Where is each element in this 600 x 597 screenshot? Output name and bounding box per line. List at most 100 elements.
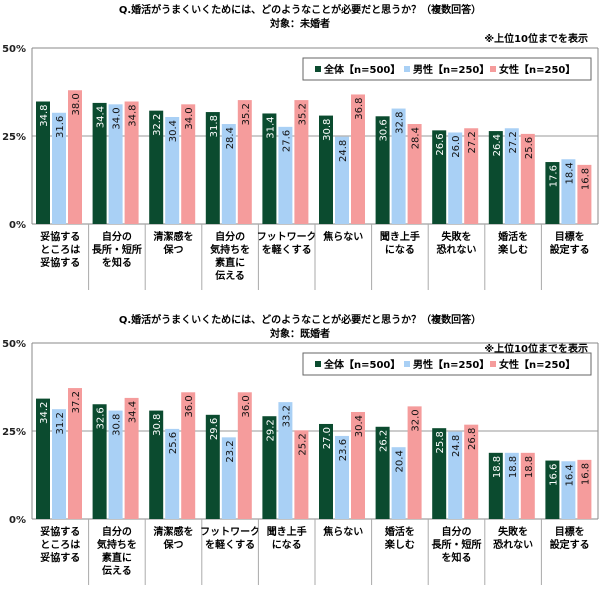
y-tick-label: 50% bbox=[2, 44, 26, 55]
data-label: 36.0 bbox=[241, 395, 252, 417]
x-tick-label: 長所・短所 bbox=[92, 243, 142, 256]
x-tick-label: 清潔感を bbox=[154, 525, 194, 538]
x-tick-label: 伝える bbox=[102, 564, 132, 577]
x-tick-label: 素直に bbox=[102, 551, 132, 564]
bar bbox=[464, 128, 479, 224]
bar bbox=[351, 94, 365, 225]
bar bbox=[124, 397, 139, 519]
bar bbox=[577, 459, 592, 519]
x-tick-label: 焦らない bbox=[322, 230, 363, 243]
x-tick-label: を軽くする bbox=[262, 243, 312, 256]
bar bbox=[488, 452, 503, 519]
bar bbox=[52, 409, 66, 519]
data-label: 20.4 bbox=[395, 450, 406, 472]
x-tick-label: 恐れない bbox=[493, 539, 533, 551]
bar bbox=[319, 423, 333, 519]
bar bbox=[108, 410, 123, 519]
bar bbox=[432, 130, 447, 224]
x-tick-label: 焦らない bbox=[322, 525, 363, 538]
data-label: 26.6 bbox=[435, 133, 446, 155]
chart-note: ※上位10位までを表示 bbox=[484, 342, 588, 355]
bar-group: 32.6 30.8 34.4 bbox=[92, 397, 139, 519]
bar bbox=[464, 424, 479, 519]
data-label: 23.6 bbox=[338, 439, 349, 461]
bar-group: 29.2 33.2 25.2 bbox=[262, 402, 309, 519]
data-label: 18.4 bbox=[564, 162, 575, 184]
data-label: 30.8 bbox=[112, 414, 123, 436]
bar bbox=[221, 124, 236, 224]
data-label: 34.0 bbox=[112, 107, 123, 129]
chart-note: ※上位10位までを表示 bbox=[484, 32, 588, 45]
x-tick-label: 清潔感を bbox=[154, 230, 194, 243]
data-label: 31.6 bbox=[55, 116, 66, 138]
y-tick-label: 0% bbox=[9, 220, 26, 231]
bar bbox=[520, 452, 535, 519]
data-label: 34.8 bbox=[128, 105, 139, 127]
x-tick-label: 長所・短所 bbox=[432, 538, 482, 551]
bar bbox=[448, 132, 463, 224]
data-label: 33.2 bbox=[281, 405, 292, 427]
data-label: 30.8 bbox=[152, 414, 163, 436]
chart-subtitle: 対象：既婚者 bbox=[269, 327, 330, 340]
data-label: 31.2 bbox=[55, 412, 66, 434]
data-label: 31.4 bbox=[265, 116, 276, 138]
x-tick-label: 恐れない bbox=[437, 244, 477, 256]
legend-label: 全体【n=500】 bbox=[323, 63, 400, 76]
bar bbox=[149, 410, 164, 519]
data-label: 28.4 bbox=[225, 127, 236, 149]
bar-group: 18.8 18.8 18.8 bbox=[488, 452, 535, 519]
bar bbox=[36, 398, 50, 519]
data-label: 23.2 bbox=[225, 440, 236, 462]
legend: 全体【n=500】 男性【n=250】 女性【n=250】 bbox=[302, 352, 592, 376]
bar-group: 31.4 27.6 35.2 bbox=[262, 100, 309, 224]
data-label: 26.8 bbox=[467, 428, 478, 450]
bar bbox=[149, 110, 164, 224]
data-label: 32.6 bbox=[96, 407, 107, 429]
data-label: 37.2 bbox=[71, 391, 82, 413]
legend: 全体【n=500】 男性【n=250】 女性【n=250】 bbox=[302, 57, 592, 81]
bar-group: 30.6 32.8 28.4 bbox=[375, 108, 422, 224]
x-tick-label: 目標を bbox=[555, 525, 585, 538]
bar bbox=[294, 100, 309, 224]
bar-group: 29.6 23.2 36.0 bbox=[205, 392, 252, 519]
data-label: 16.6 bbox=[548, 464, 559, 486]
data-label: 24.8 bbox=[451, 435, 462, 457]
x-tick-label: を知る bbox=[442, 551, 472, 564]
legend-swatch bbox=[315, 361, 321, 367]
bar bbox=[432, 428, 447, 519]
x-tick-label: 楽しむ bbox=[497, 243, 528, 256]
bar bbox=[262, 416, 277, 519]
bar bbox=[108, 104, 123, 224]
data-label: 25.6 bbox=[168, 432, 179, 454]
bar bbox=[221, 437, 236, 519]
data-label: 16.8 bbox=[580, 168, 591, 190]
chart-1: Q.婚活がうまくいくためには、どのようなことが必要だと思うか？（複数回答）対象：… bbox=[2, 3, 599, 290]
data-label: 30.4 bbox=[354, 415, 365, 437]
bar bbox=[407, 406, 422, 519]
bar bbox=[278, 402, 293, 519]
bar bbox=[335, 435, 349, 519]
x-tick-label: を知る bbox=[102, 256, 132, 269]
legend-label: 男性【n=250】 bbox=[413, 63, 489, 76]
data-label: 32.2 bbox=[152, 114, 163, 136]
bar bbox=[335, 136, 349, 224]
bar bbox=[351, 411, 365, 519]
bar-group: 26.6 26.0 27.2 bbox=[432, 128, 479, 224]
data-label: 34.4 bbox=[96, 106, 107, 128]
chart-subtitle: 対象：未婚者 bbox=[269, 17, 330, 30]
bar-group: 34.4 34.0 34.8 bbox=[92, 101, 139, 224]
x-tick-label: になる bbox=[385, 244, 415, 256]
x-tick-label: 自分の bbox=[102, 230, 132, 243]
data-label: 32.0 bbox=[411, 409, 422, 431]
data-label: 31.8 bbox=[209, 115, 220, 137]
x-tick-label: 自分の bbox=[215, 230, 245, 243]
bar bbox=[561, 461, 576, 519]
x-tick-label: 設定する bbox=[550, 243, 590, 256]
bar bbox=[237, 392, 252, 519]
bar-group: 30.8 25.6 36.0 bbox=[149, 392, 196, 519]
bar-group: 30.8 24.8 36.8 bbox=[319, 94, 365, 225]
x-tick-label: ところは bbox=[40, 244, 80, 256]
legend-swatch bbox=[490, 361, 496, 367]
bar bbox=[407, 124, 422, 224]
bar bbox=[488, 131, 503, 224]
